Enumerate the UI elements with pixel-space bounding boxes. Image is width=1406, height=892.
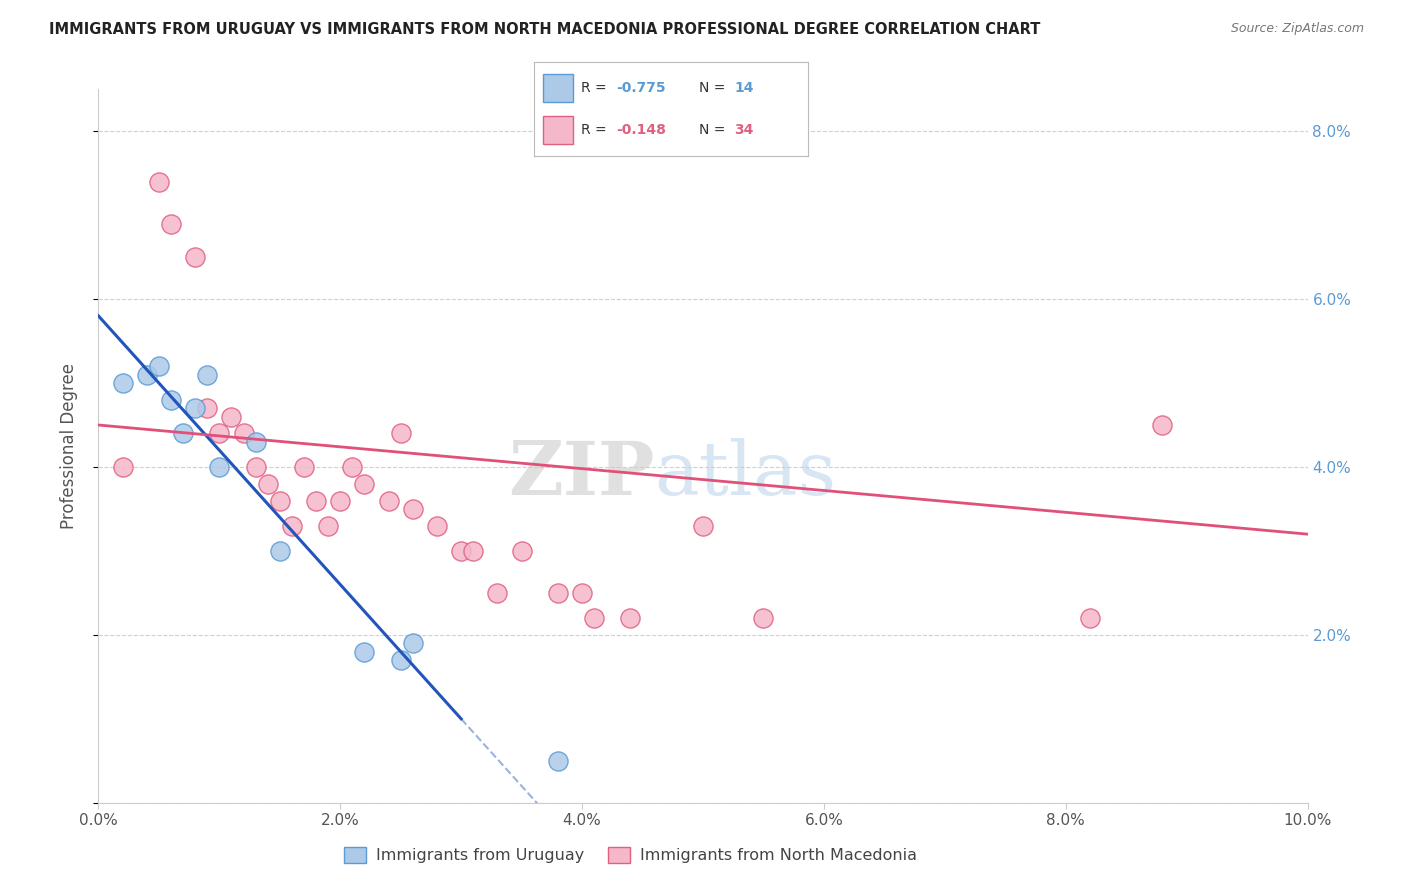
Point — [256, 476, 278, 491]
Point — [353, 476, 375, 491]
Point — [353, 645, 375, 659]
Text: N =: N = — [699, 81, 730, 95]
Point — [281, 518, 304, 533]
Point — [111, 460, 134, 475]
Point — [619, 611, 641, 625]
Point — [160, 392, 183, 407]
Point — [172, 426, 194, 441]
Point — [389, 426, 412, 441]
Text: 34: 34 — [734, 123, 754, 136]
Point — [547, 586, 569, 600]
Point — [510, 544, 533, 558]
Point — [486, 586, 509, 600]
Bar — [543, 74, 572, 102]
Text: atlas: atlas — [655, 438, 837, 511]
Point — [305, 493, 328, 508]
Point — [292, 460, 315, 475]
Point — [160, 217, 183, 231]
Point — [1078, 611, 1101, 625]
Legend: Immigrants from Uruguay, Immigrants from North Macedonia: Immigrants from Uruguay, Immigrants from… — [337, 841, 924, 870]
Point — [389, 653, 412, 667]
Bar — [543, 116, 572, 144]
Point — [135, 368, 157, 382]
Point — [195, 368, 218, 382]
Point — [402, 502, 425, 516]
Text: Source: ZipAtlas.com: Source: ZipAtlas.com — [1230, 22, 1364, 36]
Point — [148, 359, 170, 374]
Text: N =: N = — [699, 123, 730, 136]
Point — [402, 636, 425, 650]
Text: ZIP: ZIP — [508, 438, 655, 511]
Point — [184, 401, 207, 416]
Point — [342, 460, 364, 475]
Point — [208, 426, 231, 441]
Point — [377, 493, 399, 508]
Text: R =: R = — [581, 81, 610, 95]
Point — [547, 754, 569, 768]
Point — [269, 493, 291, 508]
Point — [195, 401, 218, 416]
Point — [269, 544, 291, 558]
Point — [184, 250, 207, 264]
Text: -0.148: -0.148 — [616, 123, 666, 136]
Point — [450, 544, 472, 558]
Point — [221, 409, 243, 424]
Point — [208, 460, 231, 475]
Y-axis label: Professional Degree: Professional Degree — [59, 363, 77, 529]
Text: IMMIGRANTS FROM URUGUAY VS IMMIGRANTS FROM NORTH MACEDONIA PROFESSIONAL DEGREE C: IMMIGRANTS FROM URUGUAY VS IMMIGRANTS FR… — [49, 22, 1040, 37]
Text: -0.775: -0.775 — [616, 81, 666, 95]
Text: R =: R = — [581, 123, 610, 136]
Point — [316, 518, 339, 533]
Point — [463, 544, 485, 558]
Point — [245, 460, 267, 475]
Point — [692, 518, 714, 533]
Text: 14: 14 — [734, 81, 754, 95]
Point — [1152, 417, 1174, 432]
Point — [148, 175, 170, 189]
Point — [571, 586, 593, 600]
Point — [583, 611, 606, 625]
Point — [111, 376, 134, 390]
Point — [245, 434, 267, 449]
Point — [329, 493, 352, 508]
Point — [426, 518, 449, 533]
Point — [752, 611, 775, 625]
Point — [232, 426, 254, 441]
